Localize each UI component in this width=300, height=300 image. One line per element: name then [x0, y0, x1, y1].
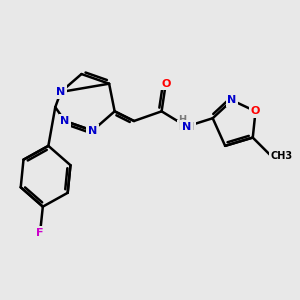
Text: N: N [182, 122, 191, 131]
Text: N: N [60, 116, 70, 126]
Text: O: O [161, 79, 170, 89]
Text: N: N [56, 87, 65, 97]
Text: CH3: CH3 [271, 151, 293, 160]
Text: F: F [36, 228, 44, 238]
Text: NH: NH [178, 122, 195, 131]
Text: N: N [88, 126, 97, 136]
Text: O: O [251, 106, 260, 116]
Text: N: N [227, 95, 237, 105]
Text: H: H [178, 115, 186, 124]
